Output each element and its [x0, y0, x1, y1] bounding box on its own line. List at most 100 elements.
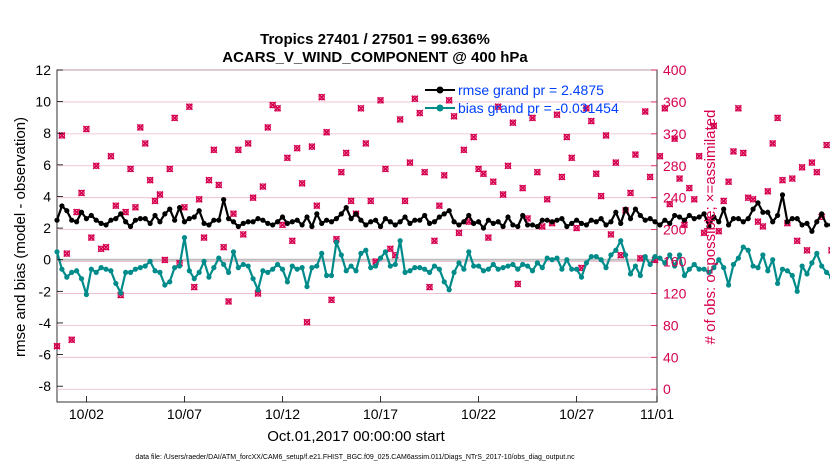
rmse-point: [740, 219, 746, 225]
bias-point: [78, 276, 85, 282]
obs-possible-point: [666, 200, 673, 208]
obs-possible-point: [774, 114, 781, 122]
rmse-point: [701, 211, 707, 217]
obs-assimilated-point: [421, 168, 429, 176]
y2-tick-label: 400: [663, 62, 687, 78]
rmse-point: [147, 220, 153, 226]
obs-assimilated-point: [254, 289, 262, 298]
rmse-point: [725, 222, 732, 228]
bias-point: [549, 257, 555, 263]
obs-assimilated-point: [278, 221, 287, 229]
obs-assimilated-point: [112, 202, 120, 210]
obs-possible-point: [323, 129, 330, 136]
bias-point: [686, 266, 692, 272]
rmse-point: [770, 219, 776, 225]
obs-possible-point: [534, 168, 541, 176]
obs-possible-point: [558, 173, 566, 181]
obs-assimilated-point: [798, 163, 806, 171]
obs-assimilated-point: [141, 139, 149, 147]
rmse-point: [382, 216, 389, 222]
axes-ticks: 121086420-2-4-6-840036032028024020016012…: [35, 62, 686, 422]
rmse-point: [627, 216, 634, 222]
rmse-point: [93, 217, 99, 223]
rmse-point: [407, 220, 413, 226]
bias-point: [681, 272, 688, 279]
rmse-point: [181, 219, 188, 225]
rmse-point: [544, 217, 550, 223]
rmse-point: [373, 217, 379, 223]
rmse-point: [387, 219, 393, 225]
legend-bias-label: bias grand pr = -0.031454: [458, 100, 619, 116]
bias-point: [309, 265, 315, 271]
obs-possible-point: [387, 245, 394, 252]
bias-point: [201, 258, 207, 264]
rmse-point: [260, 217, 266, 223]
bias-point: [554, 255, 560, 261]
rmse-point: [789, 216, 795, 222]
bias-point: [157, 269, 163, 275]
bias-point: [824, 269, 830, 275]
obs-assimilated-point: [82, 125, 90, 133]
bias-point: [804, 271, 810, 277]
obs-possible-point: [264, 124, 271, 131]
rmse-point: [245, 219, 251, 225]
rmse-point: [314, 211, 320, 217]
rmse-point: [377, 223, 384, 230]
data-file-note: data file: /Users/raeder/DAI/ATM_forcXX/…: [135, 454, 575, 461]
bias-point: [69, 269, 75, 275]
bias-point: [167, 279, 173, 285]
obs-assimilated-point: [553, 111, 561, 119]
y-tick-label: 10: [35, 94, 51, 110]
obs-assimilated-point: [430, 237, 439, 245]
obs-assimilated-point: [171, 114, 179, 122]
rmse-point: [294, 217, 300, 223]
bias-point: [480, 268, 487, 274]
obs-assimilated-point: [244, 139, 252, 147]
bias-point: [613, 247, 619, 253]
obs-assimilated-point: [357, 104, 365, 112]
rmse-point: [696, 214, 702, 220]
bias-point: [255, 287, 261, 293]
bias-point: [475, 263, 482, 269]
bias-point: [652, 253, 658, 260]
bias-point: [466, 249, 472, 255]
obs-assimilated-point: [337, 168, 345, 176]
obs-possible-point: [146, 176, 154, 184]
obs-possible-point: [298, 180, 306, 187]
rmse-point: [598, 216, 604, 222]
bias-point: [799, 263, 805, 269]
bias-point: [569, 266, 575, 272]
rmse-point: [824, 222, 830, 228]
obs-assimilated-point: [269, 101, 277, 109]
bias-point: [93, 269, 99, 275]
obs-assimilated-point: [210, 146, 218, 154]
obs-assimilated-point: [450, 112, 458, 120]
rmse-point: [647, 216, 653, 222]
obs-assimilated-point: [323, 128, 331, 136]
obs-assimilated-point: [68, 336, 76, 344]
rmse-point: [74, 219, 80, 225]
obs-assimilated-point: [582, 104, 590, 112]
y2-tick-label: 360: [663, 94, 687, 110]
rmse-point: [520, 212, 526, 219]
obs-assimilated-point: [813, 168, 821, 176]
rmse-point: [475, 219, 482, 225]
rmse-point: [500, 223, 506, 230]
obs-possible-point: [480, 170, 487, 177]
obs-possible-point: [284, 154, 291, 161]
rmse-point: [735, 216, 741, 222]
obs-possible-point: [656, 152, 664, 160]
obs-possible-point: [303, 318, 311, 326]
rmse-point: [172, 217, 178, 223]
rmse-point: [681, 217, 688, 223]
rmse-point: [422, 212, 428, 219]
obs-assimilated-point: [200, 234, 208, 242]
obs-assimilated-point: [455, 229, 463, 237]
obs-possible-point: [725, 178, 732, 185]
rmse-point: [461, 219, 467, 225]
bias-point: [672, 263, 678, 269]
obs-assimilated-point: [229, 210, 238, 218]
rmse-point: [113, 216, 119, 222]
obs-possible-point: [588, 117, 595, 125]
obs-assimilated-point: [406, 159, 414, 167]
